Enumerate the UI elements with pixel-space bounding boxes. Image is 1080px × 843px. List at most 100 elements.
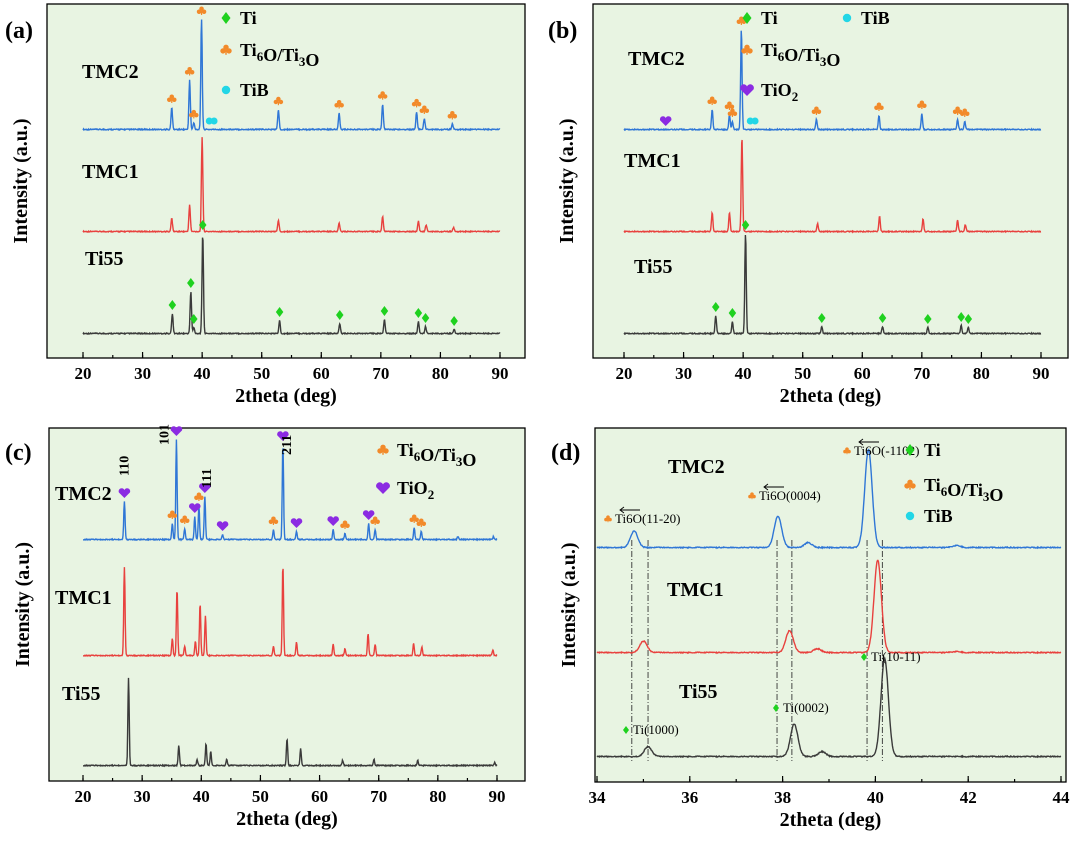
club-lobe [727, 101, 732, 106]
club-lobe [172, 513, 178, 518]
club-lobe [187, 67, 192, 72]
x-tick-label: 40 [867, 788, 884, 807]
diamond-icon [198, 220, 207, 230]
club-lobe [419, 108, 425, 113]
club-lobe [741, 48, 747, 54]
series-line-tmc1 [82, 137, 501, 234]
club-lobe [271, 516, 276, 521]
legend-label: TiB [240, 80, 269, 100]
legend-label: Ti [924, 440, 941, 460]
x-tick-label: 30 [134, 364, 151, 383]
x-tick-label: 44 [1053, 788, 1071, 807]
club-stem [423, 110, 425, 114]
series-label-ti55: Ti55 [679, 681, 718, 703]
heart-icon [376, 482, 390, 494]
circle-icon [842, 13, 852, 23]
club-icon [416, 518, 427, 527]
club-icon [419, 105, 430, 114]
x-tick-label: 36 [681, 788, 698, 807]
club-lobe [730, 108, 735, 113]
club-icon [952, 106, 963, 115]
club-lobe [182, 515, 187, 520]
club-lobe [169, 94, 175, 99]
club-lobe [707, 99, 712, 104]
club-lobe [172, 97, 177, 102]
club-icon [220, 44, 232, 55]
diamond-icon [861, 653, 867, 661]
diamond-icon [450, 316, 458, 326]
club-icon [917, 100, 927, 109]
club-icon [707, 96, 717, 105]
heart-icon [659, 116, 672, 126]
club-icon [959, 108, 970, 117]
legend-label: Ti6O/Ti3O [761, 40, 840, 70]
club-lobe [847, 449, 851, 454]
diamond-icon [190, 313, 198, 324]
circle-icon [905, 511, 915, 521]
club-lobe [372, 516, 378, 521]
diamond-icon [421, 313, 430, 323]
plot-area [592, 3, 1069, 359]
series-label-tmc2: TMC2 [628, 48, 685, 70]
club-lobe [382, 94, 388, 99]
club-lobe [196, 492, 202, 497]
y-axis-label: Intensity (a.u.) [556, 118, 578, 243]
x-axis-label: 2theta (deg) [235, 385, 337, 407]
club-icon [377, 444, 389, 455]
legend-text: Ti [761, 40, 778, 60]
club-lobe [167, 97, 172, 102]
club-lobe [814, 106, 819, 111]
legend-text: O/Ti [784, 45, 820, 65]
club-icon [874, 102, 884, 111]
club-stem [189, 71, 191, 76]
series-label-ti55: Ti55 [62, 683, 101, 705]
x-tick-label: 38 [774, 788, 791, 807]
reflection-label: Ti6O(11-20) [615, 511, 681, 526]
diamond-icon [623, 726, 629, 734]
heart-icon [118, 488, 131, 498]
club-lobe [179, 518, 185, 523]
plot-area [48, 427, 526, 782]
series-label-tmc1: TMC1 [667, 579, 724, 601]
legend-label: TiB [861, 8, 890, 28]
legend-label: Ti6O/Ti3O [397, 440, 476, 470]
x-tick-label: 50 [794, 364, 811, 383]
subscript: 3 [299, 54, 306, 69]
club-icon [843, 447, 851, 455]
x-tick-label: 90 [492, 364, 509, 383]
legend-text: O [305, 50, 319, 70]
legend-entry: Ti6O/Ti3O [904, 475, 1003, 505]
club-lobe [964, 111, 970, 116]
club-lobe [608, 517, 612, 522]
club-icon [196, 6, 207, 15]
club-lobe [223, 44, 229, 50]
club-lobe [199, 495, 204, 500]
chart-panel-b: 20 30 40 50 60 70 80 90 2theta (deg) Intensity (a… [548, 3, 1069, 407]
diamond-icon [741, 220, 750, 230]
club-lobe [816, 109, 822, 114]
chart-panel-c: 20 30 40 50 60 70 80 90 2theta (deg) Intensity (a… [5, 424, 526, 830]
club-lobe [196, 9, 202, 14]
x-tick-label: 90 [489, 787, 506, 806]
series-line-tmc2 [623, 30, 1042, 132]
shift-arrow-icon [858, 438, 879, 446]
club-lobe [747, 48, 753, 54]
club-stem [184, 520, 186, 524]
diamond-icon [773, 704, 779, 712]
club-icon [334, 100, 344, 109]
legend-label: Ti [240, 8, 257, 28]
series-label-tmc2: TMC2 [668, 456, 725, 478]
reflection-label: Ti(0002) [783, 700, 829, 715]
heart-icon [277, 431, 289, 441]
series-group [82, 19, 501, 336]
series-line-tmc2 [82, 19, 501, 132]
club-stem [193, 114, 195, 119]
club-lobe [744, 44, 750, 50]
club-lobe [273, 99, 279, 105]
club-lobe [411, 514, 417, 519]
x-tick-label: 70 [370, 787, 387, 806]
x-tick-label: 50 [252, 787, 269, 806]
club-stem [711, 101, 713, 105]
